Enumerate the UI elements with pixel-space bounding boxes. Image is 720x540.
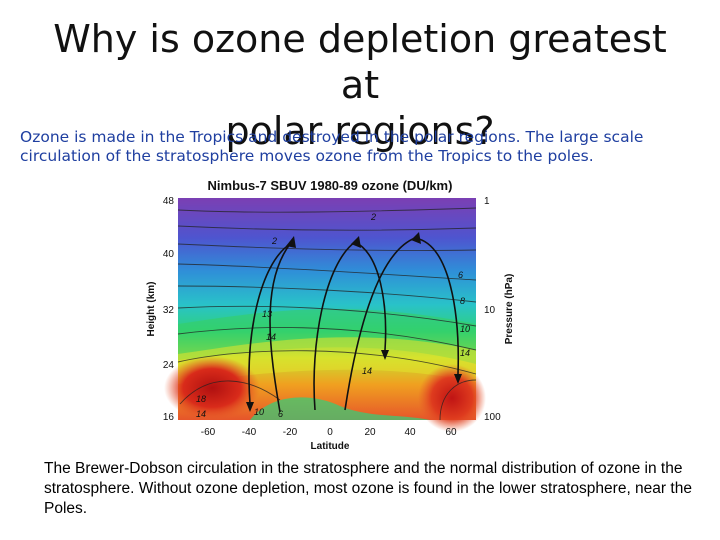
intro-line2: circulation of the stratosphere moves oz… <box>20 147 594 165</box>
contour-label: 2 <box>271 236 277 246</box>
intro-line1: Ozone is made in the Tropics and destroy… <box>20 128 644 146</box>
y-tick-label-right: 1 <box>484 196 490 207</box>
x-tick-label: 0 <box>327 427 333 438</box>
x-tick-label: -40 <box>242 427 257 438</box>
y-tick-label: 48 <box>163 196 175 207</box>
contour-label: 14 <box>196 409 206 419</box>
contour-label: 14 <box>362 366 372 376</box>
slide-title-line2: polar regions? <box>225 109 495 153</box>
ozone-max-left <box>164 356 260 420</box>
slide-title-line1: Why is ozone depletion greatest at <box>53 17 667 107</box>
contour-label: 14 <box>460 348 470 358</box>
contour-label: 13 <box>262 309 272 319</box>
y-axis-left-label: Height (km) <box>146 282 157 337</box>
y-axis-right: 1 10 100 <box>484 196 501 423</box>
x-tick-label: 60 <box>445 427 457 438</box>
contour-labels: 2 6 8 10 13 14 14 14 18 14 10 6 2 <box>196 212 470 419</box>
contour-lines <box>177 207 477 421</box>
contour-label: 2 <box>370 212 376 222</box>
intro-text: Ozone is made in the Tropics and destroy… <box>20 128 710 166</box>
contour-label: 6 <box>278 409 283 419</box>
x-axis-label: Latitude <box>311 441 350 452</box>
contour-label: 10 <box>460 324 470 334</box>
tropopause-dip <box>250 397 430 420</box>
contour-label: 8 <box>460 296 465 306</box>
slide-title: Why is ozone depletion greatest at polar… <box>30 16 690 154</box>
y-tick-label-right: 100 <box>484 412 501 423</box>
figure-title: Nimbus-7 SBUV 1980-89 ozone (DU/km) <box>208 178 453 193</box>
contour-label: 10 <box>254 407 264 417</box>
x-tick-label: 40 <box>404 427 416 438</box>
ozone-figure-svg: Nimbus-7 SBUV 1980-89 ozone (DU/km) <box>146 178 515 452</box>
contour-label: 18 <box>196 394 206 404</box>
contour-label: 6 <box>458 270 463 280</box>
y-axis-right-label: Pressure (hPa) <box>504 274 515 345</box>
y-axis-left: 48 40 32 24 16 <box>163 196 175 423</box>
y-tick-label: 16 <box>163 412 175 423</box>
figure-caption: The Brewer-Dobson circulation in the str… <box>44 460 692 517</box>
y-tick-label-right: 10 <box>484 305 496 316</box>
x-tick-label: 20 <box>364 427 376 438</box>
ozone-figure: Nimbus-7 SBUV 1980-89 ozone (DU/km) <box>140 174 520 454</box>
contour-label: 14 <box>266 332 276 342</box>
x-axis: -60 -40 -20 0 20 40 60 <box>201 427 457 438</box>
y-tick-label: 24 <box>163 360 175 371</box>
x-tick-label: -20 <box>283 427 298 438</box>
arrow-heads <box>246 232 462 412</box>
x-tick-label: -60 <box>201 427 216 438</box>
y-tick-label: 32 <box>163 305 175 316</box>
y-tick-label: 40 <box>163 249 175 260</box>
